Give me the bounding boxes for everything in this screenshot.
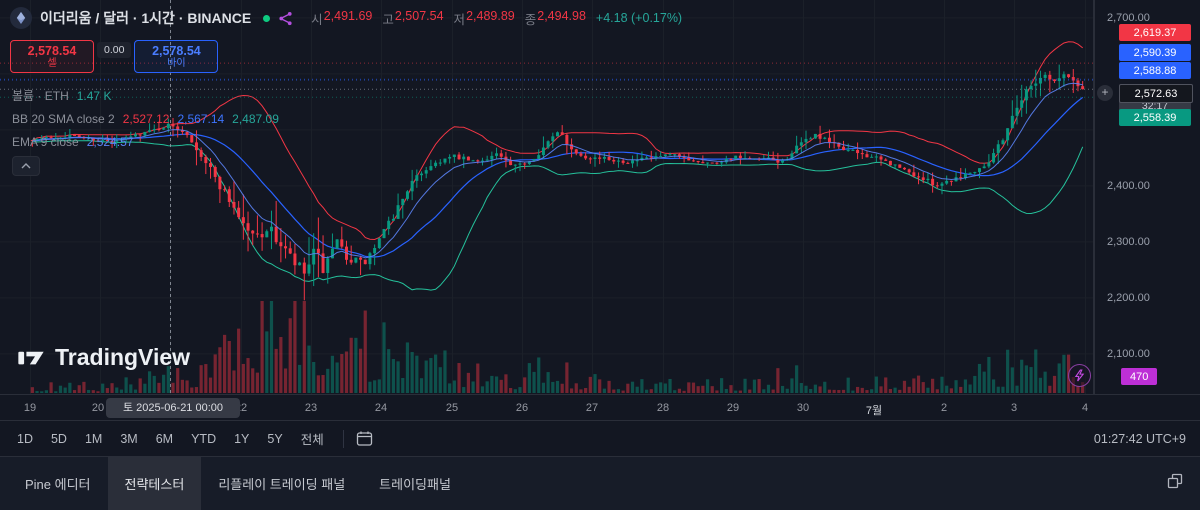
- close-value: 2,494.98: [537, 8, 586, 23]
- ema-legend-row[interactable]: EMA 9 close 2,524.57: [12, 130, 279, 153]
- price-tick-2700: 2,700.00: [1107, 11, 1150, 24]
- chart-header: 이더리움 / 달러 · 1시간 · BINANCE 시 2,491.69 고 2,5…: [10, 6, 682, 30]
- bb-legend-row[interactable]: BB 20 SMA close 2 2,527.12 2,567.14 2,48…: [12, 107, 279, 130]
- lightning-icon[interactable]: [1068, 364, 1091, 387]
- time-label-29: 29: [726, 402, 740, 414]
- time-label-4: 4: [1081, 402, 1089, 414]
- sell-price: 2,578.54: [27, 43, 77, 58]
- bottom-tabs-bar: Pine 에디터 전략테스터 리플레이 트레이딩 패널 트레이딩패널: [0, 456, 1200, 510]
- time-label-23: 23: [304, 402, 318, 414]
- time-label-24: 24: [374, 402, 388, 414]
- low-label: 저: [453, 12, 466, 27]
- chevron-up-icon: [21, 163, 31, 169]
- high-value: 2,507.54: [394, 8, 444, 23]
- volume-value: 1.47 K: [76, 88, 112, 103]
- ohlc-readout: 시 2,491.69 고 2,507.54 저 2,489.89 종 2,494.98 …: [311, 9, 682, 28]
- market-status-dot: [263, 14, 271, 22]
- price-badge-0: 2,619.37: [1119, 24, 1191, 41]
- legend-collapse-button[interactable]: [12, 156, 40, 176]
- bb-title: BB 20 SMA close 2: [12, 111, 115, 126]
- range-button-6M[interactable]: 6M: [147, 429, 182, 449]
- bb-basis-value: 2,527.12: [122, 111, 170, 126]
- open-label: 시: [311, 12, 323, 27]
- crosshair-date-badge: 토 2025-06-21 00:00: [106, 398, 240, 418]
- bottom-toolbar: 1D 5D 1M 3M 6M YTD 1Y 5Y 전체 01:27:42 UTC+9: [0, 420, 1200, 456]
- open-value: 2,491.69: [323, 8, 373, 23]
- time-label-7월: 7월: [865, 405, 883, 417]
- volume-title: 볼륨 · ETH: [12, 89, 69, 103]
- change-value: +4.18 (+0.17%): [595, 11, 683, 25]
- add-alert-plus-icon[interactable]: +: [1097, 85, 1113, 101]
- buy-label: 바이: [167, 57, 186, 69]
- time-label-25: 25: [445, 402, 459, 414]
- tradingview-watermark: TradingView: [16, 344, 190, 371]
- share-icon[interactable]: [278, 11, 293, 26]
- tab-strategy-tester[interactable]: 전략테스터: [107, 457, 202, 510]
- range-button-전체[interactable]: 전체: [292, 426, 333, 451]
- range-button-1D[interactable]: 1D: [8, 429, 42, 449]
- tab-trading-panel[interactable]: 트레이딩패널: [362, 457, 468, 510]
- buy-price: 2,578.54: [152, 43, 201, 58]
- toolbar-divider: [342, 429, 344, 448]
- tradingview-logo-icon: [18, 351, 44, 365]
- range-button-YTD[interactable]: YTD: [182, 429, 225, 449]
- watermark-text: TradingView: [55, 344, 191, 370]
- time-label-28: 28: [656, 402, 670, 414]
- time-label-27: 27: [585, 402, 599, 414]
- time-label-3: 3: [1010, 402, 1018, 414]
- time-label-26: 26: [515, 402, 529, 414]
- volume-legend-row[interactable]: 볼륨 · ETH 1.47 K: [12, 84, 279, 107]
- price-tick-2300: 2,300.00: [1107, 235, 1150, 248]
- time-axis[interactable]: 토 2025-06-21 00:00 19 20 22 23 24 25 26 27 28 29 3…: [0, 394, 1200, 421]
- close-label: 종: [524, 12, 537, 27]
- price-tick-2100: 2,100.00: [1107, 347, 1150, 360]
- ema-title: EMA 9 close: [12, 134, 79, 149]
- spread-value: 0.00: [97, 42, 132, 58]
- range-button-1Y[interactable]: 1Y: [225, 429, 258, 449]
- range-button-1M[interactable]: 1M: [76, 429, 111, 449]
- chart-canvas[interactable]: [0, 0, 1094, 394]
- volume-axis-badge: 470: [1121, 368, 1158, 385]
- price-axis[interactable]: + 470 2,700.00 2,400.00 2,300.00 2,200.00 2,…: [1094, 0, 1200, 394]
- clock-readout[interactable]: 01:27:42 UTC+9: [1093, 431, 1186, 446]
- bb-lower-value: 2,487.09: [232, 111, 279, 126]
- ema-value: 2,524.57: [86, 134, 134, 149]
- time-label-20: 20: [91, 402, 105, 414]
- price-badge-2: 2,588.88: [1119, 62, 1191, 79]
- go-to-date-icon[interactable]: [354, 428, 375, 449]
- price-tick-2400: 2,400.00: [1107, 179, 1150, 192]
- range-button-5D[interactable]: 5D: [42, 429, 76, 449]
- buy-button[interactable]: 2,578.54 바이: [134, 40, 219, 73]
- time-label-19: 19: [23, 402, 37, 414]
- price-badge-5: 2,558.39: [1119, 109, 1191, 126]
- restore-panel-icon[interactable]: [1166, 472, 1184, 495]
- tab-replay-trading-panel[interactable]: 리플레이 트레이딩 패널: [201, 457, 362, 510]
- sell-label: 셀: [47, 57, 57, 69]
- price-badge-1: 2,590.39: [1119, 44, 1191, 61]
- sell-button[interactable]: 2,578.54 셀: [10, 40, 94, 73]
- indicator-legend: 볼륨 · ETH 1.47 K BB 20 SMA close 2 2,527.…: [12, 84, 279, 153]
- price-badge-4: 2,572.63: [1119, 84, 1193, 103]
- time-label-30: 30: [796, 402, 810, 414]
- bb-upper-value: 2,567.14: [177, 111, 225, 126]
- symbol-title[interactable]: 이더리움 / 달러 · 1시간 · BINANCE: [40, 10, 252, 26]
- tab-pine-editor[interactable]: Pine 에디터: [8, 457, 108, 510]
- time-label-2: 2: [940, 402, 948, 414]
- eth-logo-icon: [10, 7, 32, 29]
- low-value: 2,489.89: [466, 8, 515, 23]
- price-tick-2200: 2,200.00: [1107, 291, 1150, 304]
- trade-widget: 2,578.54 셀 0.00 2,578.54 바이: [10, 40, 219, 73]
- range-button-5Y[interactable]: 5Y: [258, 429, 291, 449]
- high-label: 고: [382, 12, 394, 27]
- range-button-3M[interactable]: 3M: [111, 429, 146, 449]
- range-buttons: 1D 5D 1M 3M 6M YTD 1Y 5Y 전체: [8, 426, 333, 451]
